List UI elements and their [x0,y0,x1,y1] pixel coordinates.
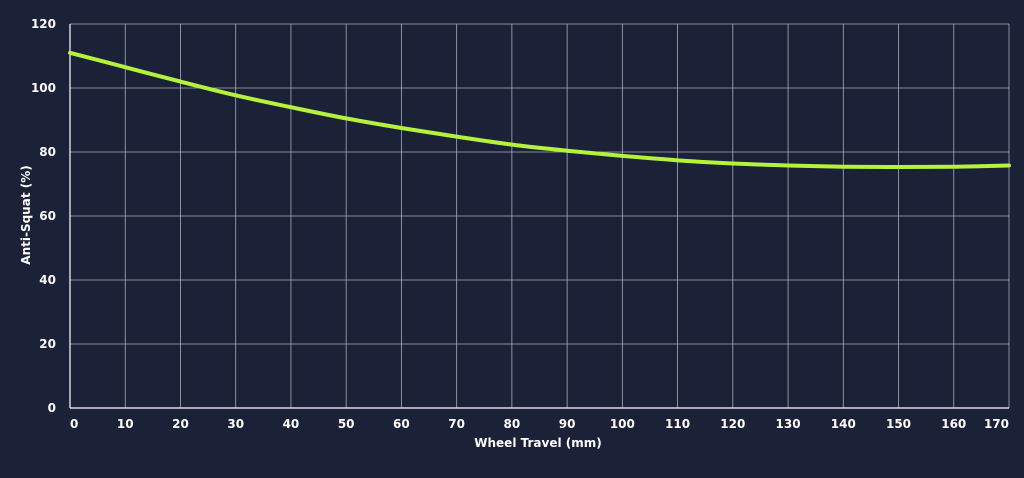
y-tick-label: 80 [39,145,56,159]
x-tick-label: 140 [831,417,856,431]
x-tick-label: 0 [70,417,78,431]
anti-squat-series-line [68,50,1011,170]
y-tick-label: 120 [31,17,56,31]
x-tick-labels: 0 10 20 30 40 50 60 70 80 90 100 110 120 130 140 150 160… [70,417,1009,431]
x-tick-label: 110 [665,417,690,431]
x-tick-label: 100 [610,417,635,431]
y-axis-title: Anti-Squat (%) [19,165,33,264]
x-tick-label: 60 [393,417,410,431]
x-axis-title: Wheel Travel (mm) [474,436,601,450]
y-tick-label: 60 [39,209,56,223]
x-tick-label: 40 [283,417,300,431]
y-tick-label: 0 [48,401,56,415]
x-tick-label: 20 [172,417,189,431]
x-tick-label: 170 [984,417,1009,431]
x-tick-label: 70 [448,417,465,431]
x-tick-label: 150 [886,417,911,431]
y-tick-label: 40 [39,273,56,287]
x-tick-label: 10 [117,417,134,431]
series-layer [68,50,1011,170]
y-tick-labels: 0 20 40 60 80 100 120 [31,17,56,415]
x-tick-label: 160 [941,417,966,431]
x-tick-label: 90 [559,417,576,431]
x-tick-label: 30 [227,417,244,431]
x-tick-label: 80 [504,417,521,431]
y-tick-label: 20 [39,337,56,351]
x-tick-label: 50 [338,417,355,431]
axes [69,24,1009,409]
x-tick-label: 120 [720,417,745,431]
x-tick-label: 130 [776,417,801,431]
y-tick-label: 100 [31,81,56,95]
